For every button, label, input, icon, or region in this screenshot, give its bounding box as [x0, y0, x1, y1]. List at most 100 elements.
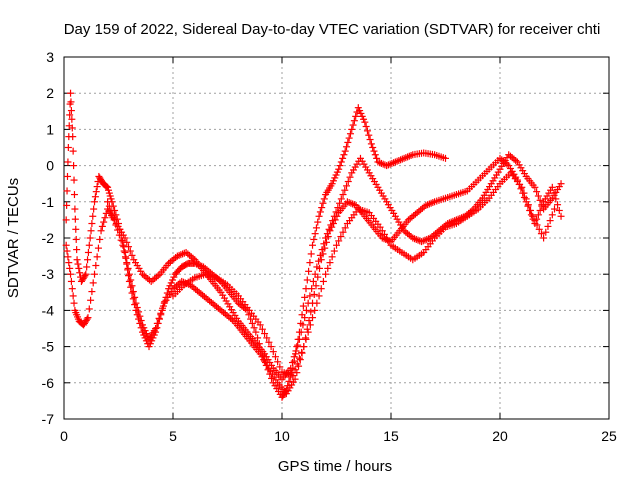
data-point-trace-d — [537, 230, 545, 238]
y-tick-label: -6 — [42, 375, 55, 391]
x-tick-label: 15 — [383, 428, 399, 444]
data-point-trace-a — [314, 218, 322, 226]
data-point-trace-a — [339, 154, 347, 162]
data-point-trace-d — [306, 321, 314, 329]
data-point-trace-b — [517, 185, 525, 193]
data-point-trace-a — [371, 151, 379, 159]
data-point-trace-a — [85, 241, 93, 249]
data-point-trace-d — [269, 348, 277, 356]
data-point-trace-c — [295, 335, 303, 343]
data-point-trace-a — [344, 138, 352, 146]
data-point-trace-b — [62, 241, 70, 249]
data-point-trace-a — [103, 183, 111, 191]
data-point-trace-c — [329, 217, 337, 225]
data-point-trace-b — [536, 206, 544, 214]
data-point-trace-a — [309, 241, 317, 249]
data-point-trace-a — [90, 205, 98, 213]
x-tick-label: 20 — [492, 428, 508, 444]
data-point-trace-d — [376, 223, 384, 231]
data-point-trace-d — [527, 206, 535, 214]
data-point-trace-c — [104, 198, 112, 206]
data-point-trace-d — [518, 183, 526, 191]
data-point-trace-a — [345, 134, 353, 142]
data-point-trace-b — [128, 282, 136, 290]
data-point-trace-b — [131, 293, 139, 301]
data-point-trace-a — [350, 117, 358, 125]
data-point-trace-a — [70, 162, 78, 170]
data-point-trace-b — [152, 325, 160, 332]
data-point-trace-d — [311, 306, 319, 314]
data-point-trace-d — [258, 325, 266, 333]
data-point-trace-a — [318, 204, 326, 212]
data-point-trace-c — [533, 188, 541, 196]
data-point-trace-b — [68, 285, 76, 293]
data-point-trace-b — [552, 195, 560, 203]
y-tick-label: 1 — [46, 121, 54, 137]
data-point-trace-b — [157, 309, 165, 317]
x-axis: 0 5 10 15 20 25 — [60, 57, 617, 444]
data-point-trace-b — [69, 292, 77, 300]
data-point-trace-c — [327, 221, 335, 229]
data-point-trace-c — [318, 246, 326, 254]
data-point-trace-d — [524, 201, 532, 209]
data-point-trace-c — [306, 292, 314, 300]
data-point-trace-b — [117, 236, 125, 244]
data-point-trace-b — [133, 304, 141, 312]
data-point-trace-d — [319, 277, 327, 285]
data-point-trace-c — [299, 321, 307, 329]
data-point-trace-a — [64, 158, 72, 166]
data-point-trace-d — [520, 189, 528, 197]
y-tick-label: -7 — [42, 411, 55, 427]
data-point-trace-b — [85, 305, 93, 313]
data-point-trace-c — [332, 208, 340, 216]
data-point-trace-a — [365, 131, 373, 139]
data-point-trace-b — [121, 253, 129, 261]
data-point-trace-a — [127, 283, 135, 291]
data-point-trace-b — [307, 308, 315, 316]
data-point-trace-d — [293, 360, 301, 368]
data-point-trace-a — [442, 154, 449, 162]
data-point-trace-a — [369, 144, 377, 151]
data-point-trace-c — [557, 180, 565, 188]
data-point-trace-c — [128, 251, 136, 259]
data-point-trace-c — [290, 353, 298, 361]
data-point-trace-b — [63, 247, 71, 255]
data-point-trace-b — [93, 253, 101, 261]
data-point-trace-d — [540, 234, 548, 242]
data-point-trace-b — [70, 299, 78, 307]
data-point-trace-a — [319, 199, 327, 207]
data-point-trace-d — [335, 237, 343, 245]
data-point-trace-d — [263, 334, 271, 342]
data-point-trace-b — [65, 259, 73, 267]
data-point-trace-d — [324, 264, 332, 272]
data-point-trace-d — [548, 211, 556, 219]
data-point-trace-c — [107, 206, 115, 214]
data-point-trace-c — [323, 230, 331, 238]
data-point-trace-a — [301, 293, 309, 301]
data-point-trace-b — [88, 288, 96, 296]
data-point-trace-a — [367, 140, 375, 148]
data-point-trace-d — [330, 247, 338, 255]
data-point-trace-b — [87, 296, 95, 304]
data-point-trace-b — [137, 317, 145, 325]
y-tick-label: -2 — [42, 230, 55, 246]
data-point-trace-c — [337, 195, 345, 203]
data-point-trace-c — [311, 270, 319, 278]
data-point-trace-c — [125, 243, 133, 251]
data-point-trace-b — [96, 235, 104, 243]
data-point-trace-d — [289, 372, 297, 380]
data-point-trace-c — [123, 238, 131, 246]
data-point-trace-a — [84, 256, 92, 264]
data-point-trace-d — [304, 328, 312, 336]
data-point-trace-b — [548, 183, 556, 191]
data-point-trace-a — [87, 227, 95, 235]
data-point-trace-a — [343, 143, 351, 151]
data-point-trace-b — [527, 211, 535, 219]
x-tick-label: 25 — [601, 428, 617, 444]
data-point-trace-b — [66, 264, 74, 272]
data-point-trace-a — [91, 198, 99, 206]
data-point-trace-d — [271, 353, 279, 361]
data-point-trace-d — [339, 228, 347, 236]
data-point-trace-a — [261, 357, 269, 365]
data-point-trace-a — [75, 264, 83, 272]
